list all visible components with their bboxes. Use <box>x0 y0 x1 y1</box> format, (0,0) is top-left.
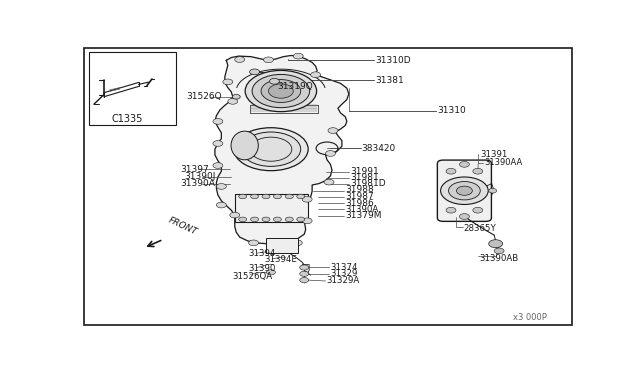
Circle shape <box>273 194 282 199</box>
Circle shape <box>473 169 483 174</box>
Circle shape <box>234 128 308 171</box>
Text: 31394: 31394 <box>249 248 276 258</box>
Text: x3 000P: x3 000P <box>513 313 547 322</box>
Text: 383420: 383420 <box>362 144 396 153</box>
Circle shape <box>235 57 244 62</box>
Circle shape <box>262 194 270 199</box>
Circle shape <box>250 69 260 75</box>
Circle shape <box>285 217 293 222</box>
FancyBboxPatch shape <box>437 160 492 221</box>
Text: 31397: 31397 <box>180 165 209 174</box>
Text: 31987: 31987 <box>346 192 374 201</box>
Text: 31991: 31991 <box>350 167 379 176</box>
Circle shape <box>264 57 273 63</box>
Text: 31329: 31329 <box>330 269 358 278</box>
Circle shape <box>326 151 335 156</box>
Circle shape <box>446 169 456 174</box>
Text: 31310D: 31310D <box>375 56 411 65</box>
Text: 31379M: 31379M <box>346 211 382 220</box>
Text: C1335: C1335 <box>111 113 143 124</box>
Circle shape <box>292 240 302 246</box>
Text: 31374: 31374 <box>330 263 358 272</box>
Text: 31390J: 31390J <box>184 172 216 181</box>
Circle shape <box>460 214 469 219</box>
Circle shape <box>269 84 293 98</box>
Text: 31390: 31390 <box>249 264 276 273</box>
Circle shape <box>494 248 504 254</box>
Circle shape <box>213 163 223 169</box>
Text: 31988: 31988 <box>346 185 374 194</box>
Text: 31394E: 31394E <box>264 255 298 264</box>
Circle shape <box>449 182 480 200</box>
Text: 31391: 31391 <box>480 150 508 158</box>
Circle shape <box>300 278 308 283</box>
Circle shape <box>232 94 240 99</box>
Text: 31310: 31310 <box>437 106 466 115</box>
Text: 28365Y: 28365Y <box>463 224 495 233</box>
Circle shape <box>271 241 281 247</box>
Text: 31319Q: 31319Q <box>277 82 313 91</box>
Circle shape <box>440 177 488 205</box>
Circle shape <box>216 202 227 208</box>
Circle shape <box>489 240 502 248</box>
Text: 31390AB: 31390AB <box>479 254 518 263</box>
Text: 31526QA: 31526QA <box>233 272 273 280</box>
FancyBboxPatch shape <box>235 194 308 222</box>
Circle shape <box>248 240 259 246</box>
Circle shape <box>269 78 280 84</box>
Text: 31390A: 31390A <box>346 205 379 214</box>
Bar <box>266 238 298 253</box>
Circle shape <box>302 196 312 202</box>
Text: 31381: 31381 <box>375 76 404 85</box>
Circle shape <box>228 99 237 104</box>
Circle shape <box>300 265 308 270</box>
Circle shape <box>489 189 497 193</box>
Circle shape <box>324 179 334 185</box>
Circle shape <box>223 79 233 85</box>
Circle shape <box>213 141 223 146</box>
Circle shape <box>293 53 303 59</box>
Bar <box>89 52 176 125</box>
Circle shape <box>273 217 282 222</box>
Circle shape <box>241 132 301 166</box>
Text: 31329A: 31329A <box>326 276 360 285</box>
Circle shape <box>262 217 270 222</box>
Circle shape <box>251 194 259 199</box>
Text: 31986: 31986 <box>346 199 374 208</box>
Text: 31390A: 31390A <box>180 179 215 188</box>
Circle shape <box>245 70 317 112</box>
Circle shape <box>456 186 472 195</box>
Text: 31981D: 31981D <box>350 179 386 188</box>
Circle shape <box>251 217 259 222</box>
Circle shape <box>446 207 456 213</box>
Circle shape <box>230 212 240 218</box>
Circle shape <box>473 207 483 213</box>
Text: 31390AA: 31390AA <box>484 158 522 167</box>
Circle shape <box>297 194 305 199</box>
Circle shape <box>310 72 321 78</box>
Text: 31981: 31981 <box>350 173 379 182</box>
Circle shape <box>328 128 338 134</box>
Circle shape <box>300 271 308 276</box>
Circle shape <box>266 270 275 275</box>
Circle shape <box>261 80 301 103</box>
Circle shape <box>297 217 305 222</box>
Text: FRONT: FRONT <box>167 215 198 237</box>
Circle shape <box>213 119 223 124</box>
Circle shape <box>239 217 246 222</box>
Text: 31526Q: 31526Q <box>187 92 222 101</box>
Circle shape <box>302 218 312 224</box>
Circle shape <box>216 183 227 189</box>
Circle shape <box>460 161 469 167</box>
Ellipse shape <box>231 131 259 160</box>
Circle shape <box>239 194 246 199</box>
Circle shape <box>285 194 293 199</box>
Polygon shape <box>215 55 349 244</box>
Circle shape <box>252 74 310 108</box>
